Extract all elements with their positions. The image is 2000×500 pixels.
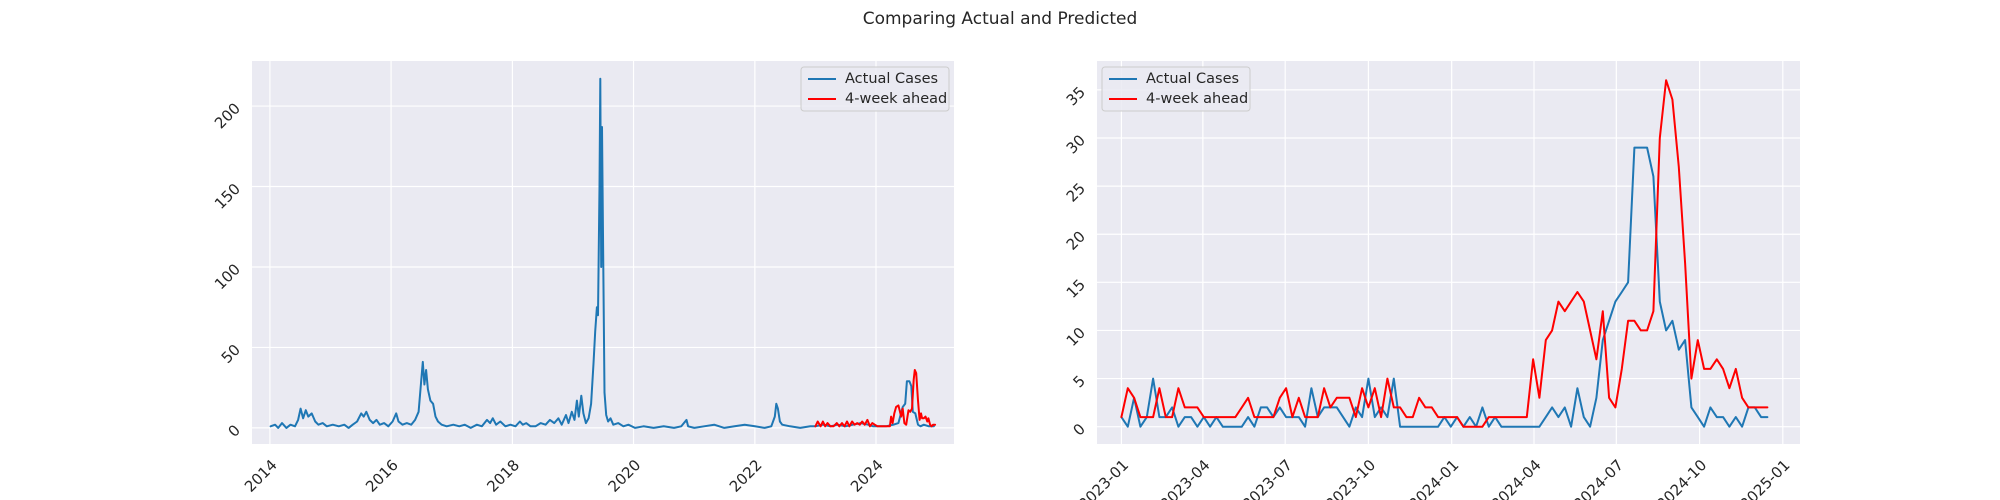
legend-label: Actual Cases [845, 71, 938, 87]
legend-label: Actual Cases [1146, 71, 1239, 87]
series-line-4-week-ahead [814, 369, 937, 428]
plot-area [1097, 61, 1800, 444]
series-line-4-week-ahead [1120, 79, 1769, 428]
left-chart: 2014 2016 2018 2020 2022 2024050100150200Actu… [211, 61, 954, 496]
legend-box [800, 66, 950, 112]
legend-label: 4-week ahead [845, 91, 947, 107]
series-line-actual-cases [269, 77, 935, 429]
figure-title: Comparing Actual and Predicted [863, 9, 1138, 29]
right-chart: 2023-01 2023-04 2023-07 2023-10 2024-01 2024-… [1063, 61, 1800, 500]
legend-box [1101, 66, 1251, 112]
legend: Actual Cases 4-week ahead [800, 66, 950, 112]
legend-label: 4-week ahead [1146, 91, 1248, 107]
legend: Actual Cases 4-week ahead [1101, 66, 1251, 112]
